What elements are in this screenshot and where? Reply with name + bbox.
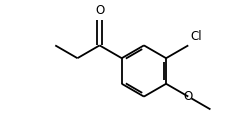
Text: O: O [184,90,193,103]
Text: O: O [95,3,104,17]
Text: Cl: Cl [190,30,202,43]
